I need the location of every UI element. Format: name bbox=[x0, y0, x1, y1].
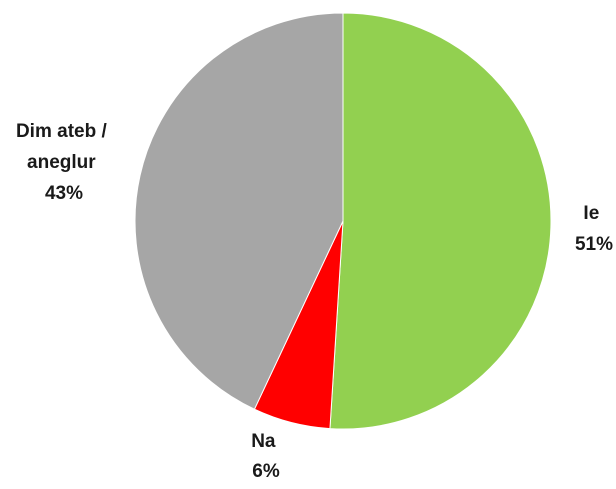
label-na-name: Na bbox=[251, 431, 276, 452]
label-na-percent: 6% bbox=[252, 461, 280, 482]
pie-slice-ie bbox=[329, 12, 552, 430]
label-dim-ateb-line1: Dim ateb / bbox=[16, 121, 108, 142]
label-ie-percent: 51% bbox=[575, 234, 613, 255]
label-dim-ateb-percent: 43% bbox=[45, 183, 83, 204]
label-ie-name: Ie bbox=[583, 203, 599, 224]
label-na: Na 6% bbox=[251, 431, 281, 482]
pie-slices bbox=[134, 12, 552, 430]
label-dim-ateb-line2: aneglur bbox=[27, 152, 96, 173]
label-ie: Ie 51% bbox=[575, 203, 613, 255]
label-dim-ateb: Dim ateb / aneglur 43% bbox=[16, 121, 112, 204]
pie-slice-dim-ateb-aneglur bbox=[134, 12, 344, 410]
